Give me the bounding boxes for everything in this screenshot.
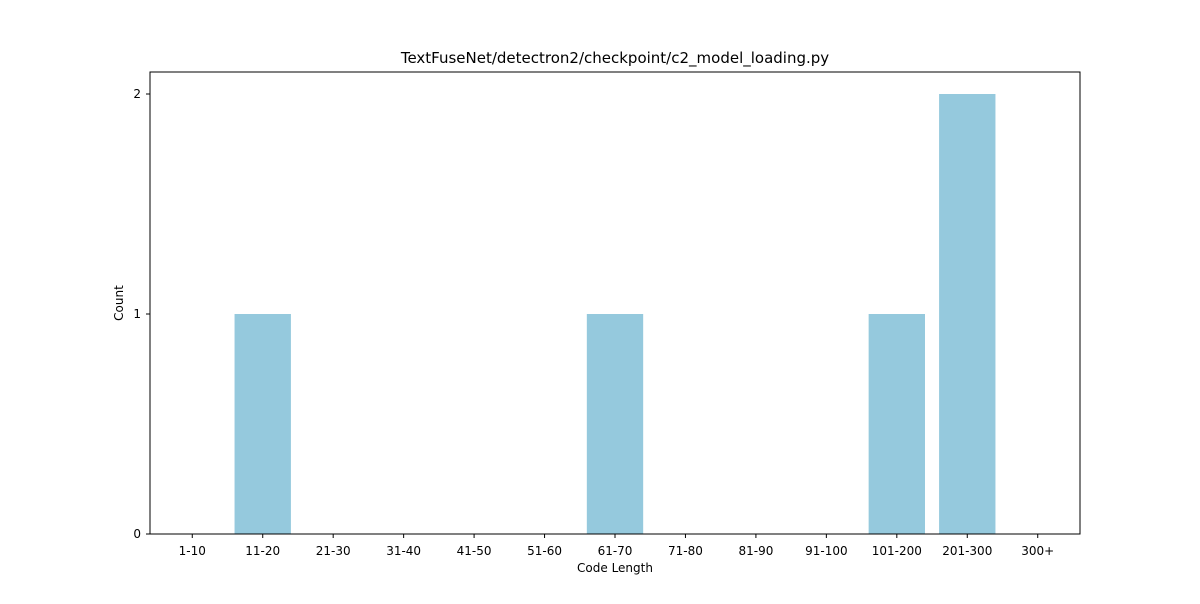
bar-11-20 — [234, 314, 291, 534]
bar-101-200 — [868, 314, 925, 534]
x-axis-label: Code Length — [577, 561, 653, 575]
x-tick-label: 101-200 — [872, 544, 922, 558]
bars-layer — [234, 94, 996, 534]
x-tick-label: 61-70 — [598, 544, 633, 558]
y-tick-label: 1 — [133, 307, 141, 321]
x-tick-label: 81-90 — [738, 544, 773, 558]
bar-61-70 — [586, 314, 644, 534]
x-tick-label: 21-30 — [316, 544, 351, 558]
bar-201-300 — [939, 94, 996, 534]
x-tick-label: 41-50 — [457, 544, 492, 558]
y-tick-label: 0 — [133, 527, 141, 541]
x-tick-label: 71-80 — [668, 544, 703, 558]
x-tick-label: 11-20 — [245, 544, 280, 558]
x-axis: 1-10 11-20 21-30 31-40 41-50 51-60 61-70 71-80 8… — [179, 534, 1054, 558]
y-axis: 0 1 2 — [133, 87, 150, 541]
x-tick-label: 300+ — [1021, 544, 1054, 558]
y-axis-label: Count — [112, 285, 126, 321]
x-tick-label: 31-40 — [386, 544, 421, 558]
x-tick-label: 91-100 — [805, 544, 848, 558]
x-tick-label: 201-300 — [942, 544, 992, 558]
x-tick-label: 51-60 — [527, 544, 562, 558]
chart-title: TextFuseNet/detectron2/checkpoint/c2_mod… — [400, 49, 829, 68]
x-tick-label: 1-10 — [179, 544, 206, 558]
y-tick-label: 2 — [133, 87, 141, 101]
